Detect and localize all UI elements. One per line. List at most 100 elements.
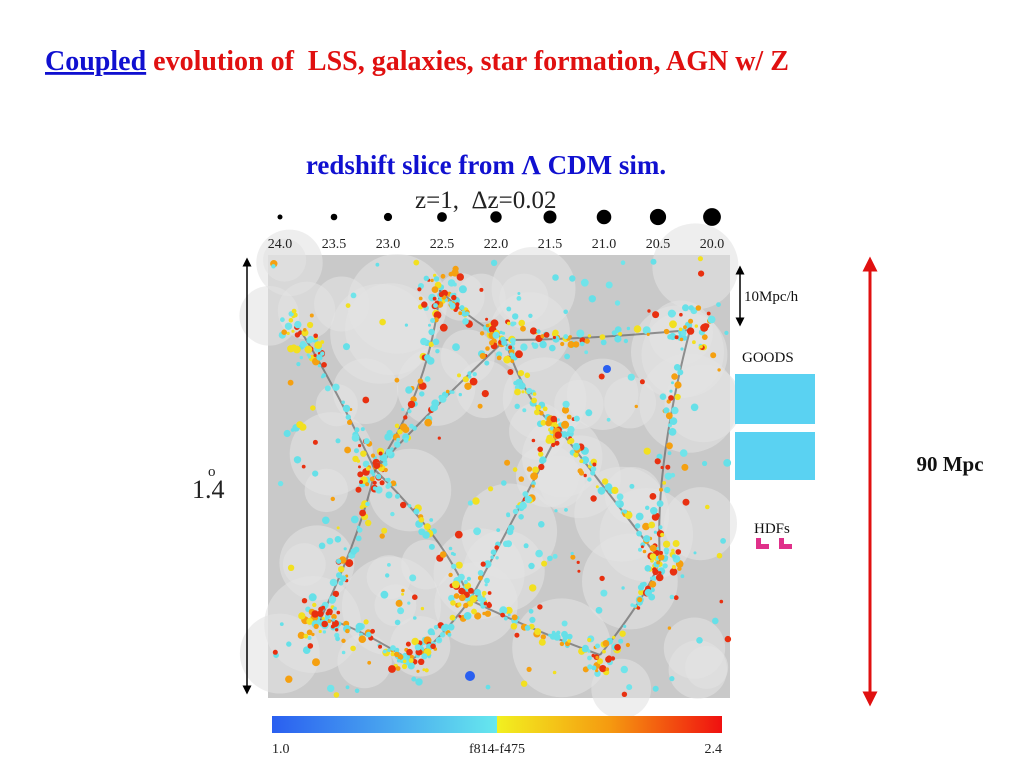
galaxy — [479, 287, 484, 292]
galaxy — [529, 616, 536, 624]
galaxy — [489, 340, 494, 346]
galaxy — [688, 318, 694, 324]
galaxy — [483, 560, 492, 568]
galaxy — [326, 537, 334, 545]
galaxy — [394, 619, 401, 626]
galaxy — [616, 493, 624, 501]
galaxy — [681, 463, 689, 471]
galaxy — [312, 658, 320, 667]
galaxy — [310, 405, 316, 411]
galaxy — [569, 275, 576, 282]
galaxy — [357, 471, 364, 478]
galaxy — [636, 530, 642, 537]
galaxy — [588, 295, 596, 303]
galaxy — [658, 554, 665, 561]
galaxy — [583, 473, 587, 478]
galaxy — [505, 606, 513, 615]
magnitude-label: 22.0 — [484, 237, 509, 252]
galaxy — [622, 509, 628, 514]
galaxy — [532, 392, 537, 396]
galaxy — [297, 330, 303, 335]
galaxy — [716, 552, 723, 559]
galaxy — [705, 504, 710, 510]
galaxy — [343, 547, 347, 551]
galaxy — [347, 419, 353, 425]
galaxy — [614, 300, 621, 306]
galaxy — [698, 270, 705, 277]
galaxy — [449, 302, 456, 309]
galaxy — [503, 616, 508, 621]
galaxy — [433, 276, 440, 282]
galaxy — [671, 548, 675, 553]
galaxy — [488, 486, 494, 492]
galaxy — [490, 549, 497, 555]
galaxy — [428, 328, 435, 336]
galaxy — [441, 624, 449, 632]
galaxy — [567, 639, 572, 643]
galaxy — [431, 286, 439, 293]
galaxy — [573, 415, 580, 422]
galaxy — [386, 477, 391, 483]
galaxy — [321, 605, 326, 610]
galaxy — [671, 565, 676, 569]
galaxy — [619, 630, 626, 637]
galaxy — [459, 305, 465, 311]
galaxy — [597, 658, 603, 665]
galaxy — [301, 329, 309, 337]
galaxy — [605, 281, 613, 289]
galaxy — [674, 381, 682, 389]
galaxy — [683, 325, 687, 330]
galaxy — [573, 452, 579, 458]
galaxy — [673, 364, 681, 371]
galaxy — [602, 649, 606, 654]
colorbar-min: 1.0 — [272, 742, 290, 757]
galaxy — [303, 633, 309, 639]
galaxy — [500, 612, 505, 618]
galaxy — [651, 576, 657, 581]
galaxy — [667, 626, 672, 630]
magnitude-dot — [649, 208, 667, 226]
galaxy — [567, 425, 575, 434]
galaxy — [522, 408, 527, 413]
galaxy — [652, 685, 659, 692]
galaxy — [284, 322, 293, 330]
galaxy — [526, 466, 533, 472]
colorbar — [272, 716, 722, 733]
galaxy — [665, 464, 671, 470]
galaxy — [439, 551, 447, 558]
galaxy — [430, 318, 436, 323]
galaxy — [395, 599, 403, 607]
galaxy — [692, 340, 696, 345]
galaxy — [524, 625, 531, 631]
galaxy — [667, 451, 672, 456]
galaxy — [665, 412, 673, 420]
galaxy — [307, 335, 315, 343]
galaxy — [680, 347, 684, 351]
goods-label: GOODS — [742, 350, 794, 366]
galaxy — [326, 608, 333, 615]
galaxy — [437, 638, 441, 642]
galaxy — [417, 378, 424, 385]
galaxy — [538, 463, 545, 471]
galaxy — [514, 388, 521, 396]
galaxy — [540, 334, 545, 339]
galaxy — [449, 614, 456, 621]
galaxy — [531, 484, 535, 488]
magnitude-dot — [383, 212, 393, 222]
magnitude-dot — [330, 213, 338, 221]
galaxy — [409, 574, 417, 582]
galaxy — [634, 523, 641, 529]
galaxy — [602, 640, 610, 647]
galaxy — [485, 346, 490, 351]
galaxy — [428, 323, 431, 327]
galaxy — [403, 415, 408, 420]
galaxy — [510, 359, 515, 363]
galaxy — [350, 515, 359, 524]
galaxy — [576, 560, 580, 565]
galaxy — [438, 291, 444, 298]
galaxy — [669, 320, 677, 329]
galaxy — [448, 546, 453, 551]
galaxy — [595, 643, 600, 649]
galaxy — [336, 572, 342, 579]
void — [663, 487, 738, 561]
